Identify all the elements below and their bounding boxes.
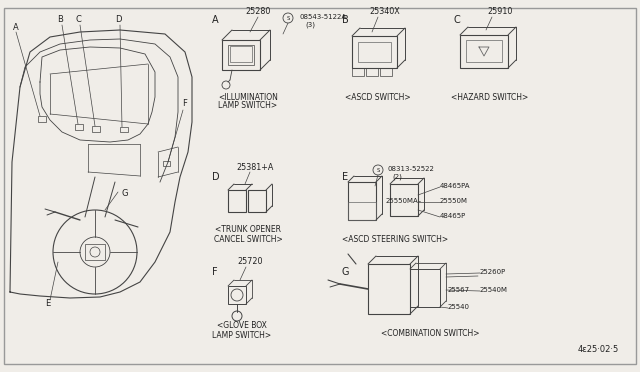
Bar bbox=[390, 184, 418, 216]
Text: <ASCD SWITCH>: <ASCD SWITCH> bbox=[345, 93, 411, 102]
Text: E: E bbox=[342, 172, 348, 182]
Bar bbox=[120, 127, 128, 132]
Text: 25340X: 25340X bbox=[370, 7, 401, 16]
Text: 25550MA: 25550MA bbox=[385, 198, 418, 204]
Bar bbox=[248, 190, 266, 212]
Text: D: D bbox=[115, 16, 121, 25]
Text: F: F bbox=[182, 99, 188, 109]
Text: 25280: 25280 bbox=[245, 7, 271, 16]
Text: G: G bbox=[122, 189, 128, 199]
Text: <GLOVE BOX: <GLOVE BOX bbox=[217, 321, 267, 330]
Text: 08543-5122A: 08543-5122A bbox=[300, 14, 347, 20]
Bar bbox=[352, 36, 397, 68]
Text: C: C bbox=[75, 16, 81, 25]
Text: <ILLUMINATION: <ILLUMINATION bbox=[218, 93, 278, 102]
Text: B: B bbox=[57, 16, 63, 25]
Text: 48465P: 48465P bbox=[440, 213, 467, 219]
Bar bbox=[380, 68, 392, 76]
Text: C: C bbox=[453, 15, 460, 25]
Text: LAMP SWITCH>: LAMP SWITCH> bbox=[212, 330, 271, 340]
Text: A: A bbox=[212, 15, 219, 25]
Text: A: A bbox=[13, 22, 19, 32]
Text: 25381+A: 25381+A bbox=[236, 163, 274, 171]
Bar bbox=[348, 182, 376, 220]
Bar bbox=[75, 124, 83, 130]
Text: (2): (2) bbox=[392, 174, 402, 180]
Text: 25567: 25567 bbox=[448, 287, 470, 293]
Text: <HAZARD SWITCH>: <HAZARD SWITCH> bbox=[451, 93, 529, 102]
Text: S: S bbox=[286, 16, 290, 20]
Text: S: S bbox=[376, 167, 380, 173]
Text: CANCEL SWITCH>: CANCEL SWITCH> bbox=[214, 234, 282, 244]
Bar bbox=[348, 202, 376, 220]
Text: <ASCD STEERING SWITCH>: <ASCD STEERING SWITCH> bbox=[342, 235, 448, 244]
Text: 25260P: 25260P bbox=[480, 269, 506, 275]
Text: 08313-52522: 08313-52522 bbox=[387, 166, 434, 172]
Text: E: E bbox=[45, 299, 51, 308]
Bar bbox=[230, 46, 252, 62]
Bar bbox=[92, 126, 100, 132]
Text: 48465PA: 48465PA bbox=[440, 183, 470, 189]
Text: (3): (3) bbox=[305, 22, 315, 28]
Text: <COMBINATION SWITCH>: <COMBINATION SWITCH> bbox=[381, 330, 479, 339]
Bar bbox=[366, 68, 378, 76]
Bar bbox=[38, 116, 46, 122]
Bar bbox=[222, 40, 260, 70]
Text: 25540M: 25540M bbox=[480, 287, 508, 293]
Bar bbox=[466, 40, 502, 62]
Bar bbox=[358, 42, 391, 62]
Text: 25540: 25540 bbox=[448, 304, 470, 310]
Text: B: B bbox=[342, 15, 349, 25]
Text: 4ε25·02·5: 4ε25·02·5 bbox=[577, 346, 619, 355]
Bar bbox=[85, 244, 105, 260]
Bar bbox=[163, 161, 170, 166]
Bar bbox=[368, 264, 410, 314]
Bar bbox=[410, 269, 440, 307]
Text: LAMP SWITCH>: LAMP SWITCH> bbox=[218, 100, 278, 109]
Text: 25550M: 25550M bbox=[440, 198, 468, 204]
Bar bbox=[228, 190, 246, 212]
Text: 25910: 25910 bbox=[487, 7, 513, 16]
Text: <TRUNK OPENER: <TRUNK OPENER bbox=[215, 225, 281, 234]
Text: 25720: 25720 bbox=[237, 257, 263, 266]
Bar bbox=[460, 35, 508, 68]
Text: F: F bbox=[212, 267, 218, 277]
Bar bbox=[228, 286, 246, 304]
Bar bbox=[228, 45, 254, 65]
Bar bbox=[352, 68, 364, 76]
Text: G: G bbox=[342, 267, 349, 277]
Text: D: D bbox=[212, 172, 220, 182]
